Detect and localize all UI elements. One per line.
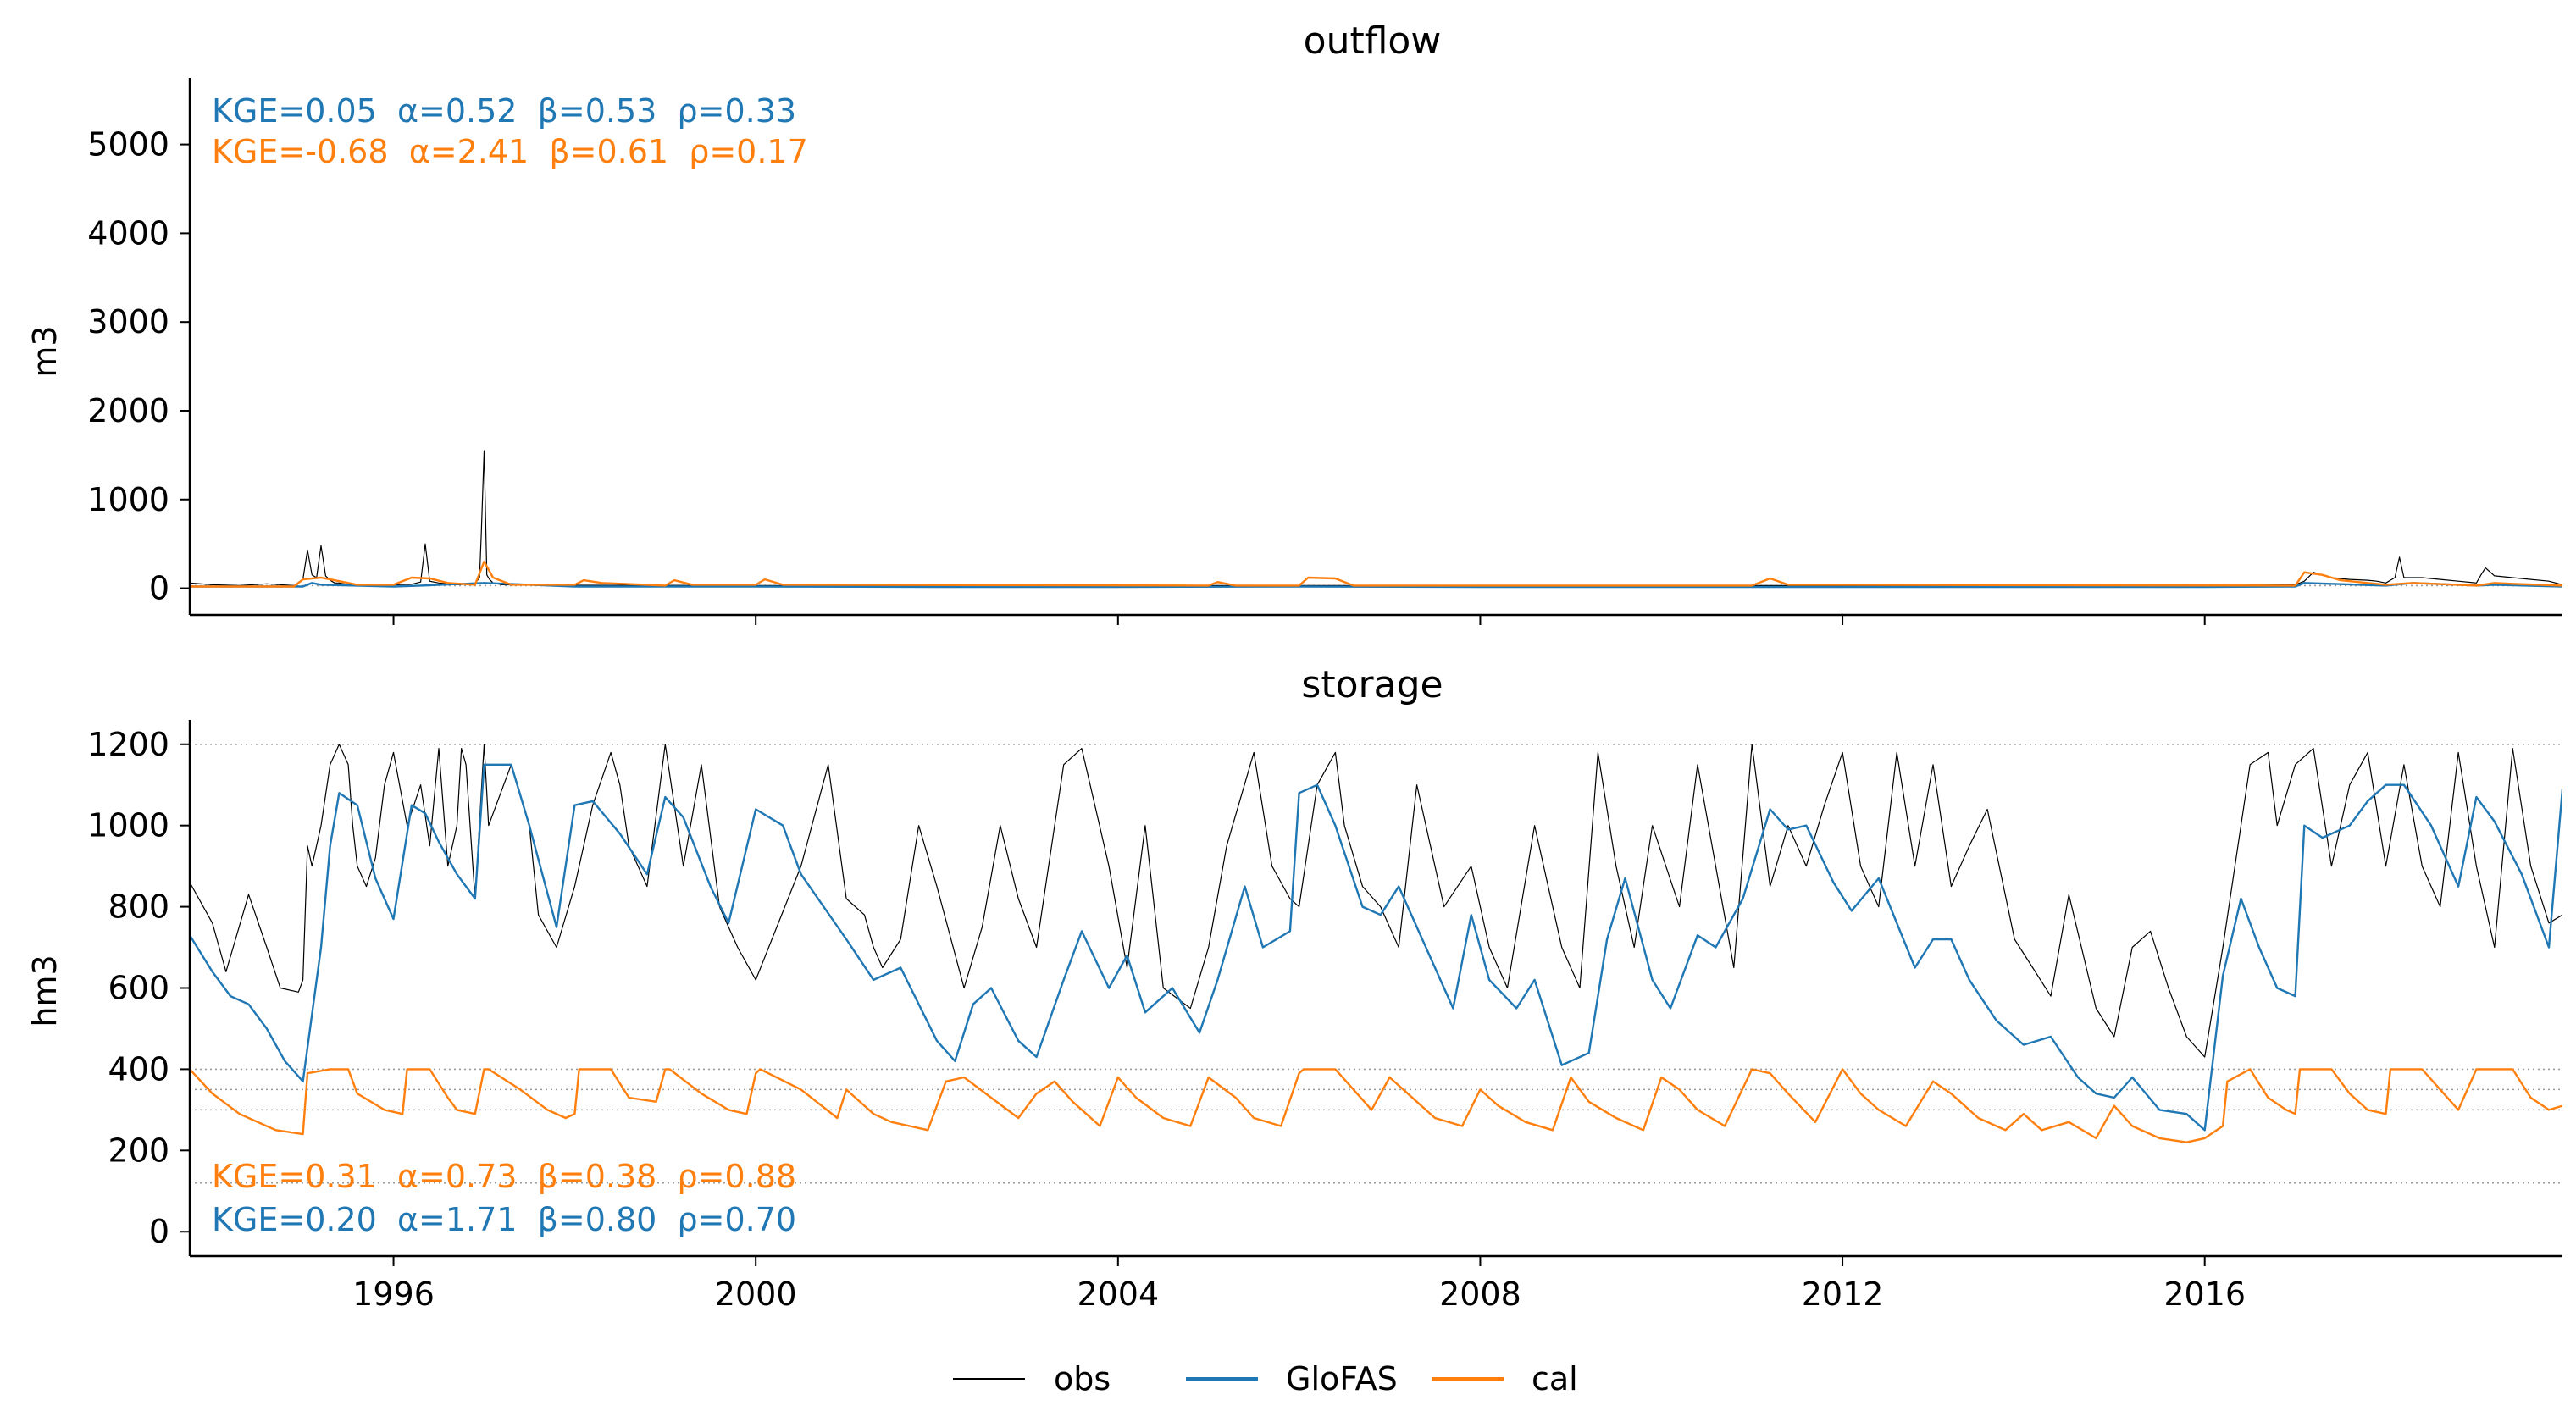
storage-title: storage [1301,663,1443,706]
storage-annotation-glofas: KGE=0.20 α=1.71 β=0.80 ρ=0.70 [212,1201,796,1238]
storage-ytick-label: 200 [108,1132,169,1169]
outflow-plot-area [190,450,2562,589]
outflow-series-cal-line [190,560,2562,588]
storage-xtick-label: 2000 [715,1276,797,1313]
storage-reflines [190,743,2562,1184]
storage-ytick-label: 1200 [87,726,169,763]
outflow-annotation-glofas: KGE=0.05 α=0.52 β=0.53 ρ=0.33 [212,92,796,130]
storage-series-glofas-line [190,763,2562,1132]
outflow-ytick-label: 4000 [87,214,169,252]
outflow-axes [188,78,2562,617]
storage-ytick-label: 600 [108,970,169,1007]
outflow-ylabel: m3 [26,325,64,377]
outflow-annotation-cal: KGE=-0.68 α=2.41 β=0.61 ρ=0.17 [212,133,808,170]
storage-series-obs-line [190,744,2562,1058]
storage-ytick-label: 800 [108,888,169,926]
legend-label-cal: cal [1532,1360,1578,1398]
storage-xtick-label: 2016 [2163,1276,2246,1313]
legend-label-obs: obs [1054,1360,1111,1398]
storage-xtick-label: 1996 [352,1276,435,1313]
storage-yticks: 0 200 400 600 800 1000 1200 [87,726,190,1250]
legend: obs GloFAS cal [953,1360,1578,1398]
storage-xtick-label: 2008 [1439,1276,1521,1313]
storage-plot-area [190,744,2562,1143]
outflow-series-obs-line [190,450,2562,587]
outflow-ytick-label: 0 [149,570,169,607]
storage-annotation-cal: KGE=0.31 α=0.73 β=0.38 ρ=0.88 [212,1158,796,1195]
outflow-ytick-label: 2000 [87,392,169,429]
storage-xtick-label: 2012 [1802,1276,1884,1313]
storage-ytick-label: 400 [108,1050,169,1088]
storage-ylabel: hm3 [26,955,64,1027]
outflow-ytick-label: 5000 [87,126,169,163]
storage-xtick-label: 2004 [1077,1276,1159,1313]
storage-series-cal-line [190,1068,2562,1143]
storage-xticks: 1996 2000 2004 2008 2012 2016 [352,1256,2246,1313]
outflow-ytick-label: 1000 [87,481,169,518]
outflow-ytick-label: 3000 [87,303,169,340]
storage-ytick-label: 1000 [87,807,169,844]
storage-ytick-label: 0 [149,1213,169,1250]
outflow-panel: outflow m3 0 1000 2000 3000 4000 5000 KGE=0.0… [26,19,2562,625]
outflow-xticks [392,615,2206,625]
storage-panel: storage hm3 0 200 400 600 800 1000 1200 1996 20… [26,663,2562,1313]
outflow-yticks: 0 1000 2000 3000 4000 5000 [87,126,190,607]
outflow-title: outflow [1304,19,1442,63]
legend-label-glofas: GloFAS [1286,1360,1398,1398]
